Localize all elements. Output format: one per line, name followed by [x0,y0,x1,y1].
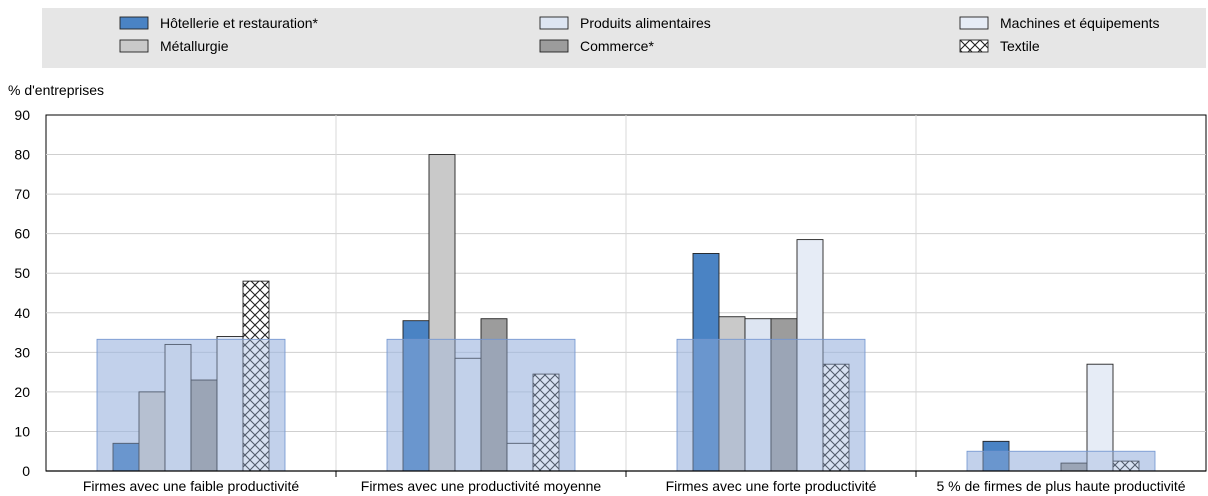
reference-band-overlay [386,338,576,472]
bar [506,442,534,472]
y-tick-label: 40 [14,305,30,321]
legend-label: Commerce* [580,38,654,54]
legend-swatch [959,16,989,30]
y-tick-label: 80 [14,147,30,163]
y-axis-label: % d'entreprises [8,82,104,98]
y-tick-label: 10 [14,423,30,439]
legend-label: Machines et équipements [1000,15,1160,31]
bar [822,363,850,472]
legend-label: Produits alimentaires [580,15,711,31]
legend-swatch [539,16,569,30]
x-tick-label: Firmes avec une faible productivité [83,478,300,494]
bar [428,154,456,472]
legend-label: Textile [1000,38,1040,54]
bar [242,280,270,472]
bar [796,239,824,472]
y-tick-label: 0 [22,463,30,479]
legend-swatch [119,16,149,30]
legend-swatch [539,39,569,53]
bar [744,318,772,472]
y-tick-label: 90 [14,107,30,123]
bars [112,154,1140,472]
bar [480,318,508,472]
legend-label: Hôtellerie et restauration* [160,15,319,31]
legend-swatch [119,39,149,53]
bar [1086,363,1114,472]
bar [138,391,166,472]
reference-band-overlay [966,450,1156,472]
bar [402,320,430,472]
group-separators [335,115,917,477]
y-tick-label: 20 [14,384,30,400]
legend: Hôtellerie et restauration* Métallurgie Pr… [42,8,1206,68]
bar [112,442,140,472]
x-tick-label: Firmes avec une forte productivité [666,478,877,494]
legend-label: Métallurgie [160,38,229,54]
y-tick-label: 50 [14,265,30,281]
bar [532,373,560,472]
bar [216,336,244,472]
bar [982,440,1010,472]
x-tick-label: 5 % de firmes de plus haute productivité [936,478,1185,494]
legend-swatch [959,39,989,53]
legend-background [42,8,1206,68]
y-tick-label: 70 [14,186,30,202]
reference-band-overlay [676,338,866,472]
x-tick-label: Firmes avec une productivité moyenne [361,478,602,494]
reference-band-overlay [96,338,286,472]
bar [190,379,218,472]
y-tick-label: 60 [14,226,30,242]
y-ticks: 0 10 20 30 40 50 60 70 80 90 [14,107,30,479]
y-tick-label: 30 [14,344,30,360]
x-axis-labels: Firmes avec une faible productivité Firme… [83,478,1186,494]
